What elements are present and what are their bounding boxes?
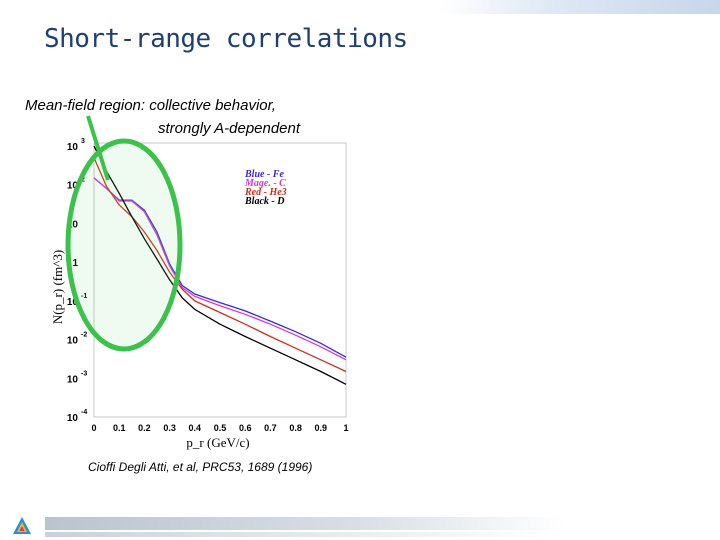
plot-frame	[93, 142, 347, 418]
y-tick-label: 10	[67, 413, 79, 424]
citation: Cioffi Degli Atti, et al, PRC53, 1689 (1…	[88, 460, 313, 474]
footer-decoration-bar	[45, 517, 565, 530]
x-tick-label: 0.5	[214, 423, 227, 433]
x-tick-label: 0	[91, 423, 96, 433]
x-axis-label: p_r (GeV/c)	[186, 435, 249, 450]
x-tick-label: 0.8	[289, 423, 302, 433]
y-axis-label: N(p_r) (fm^3)	[50, 250, 65, 324]
x-tick-label: 0.3	[163, 423, 176, 433]
footer-decoration-bar-thin	[45, 532, 565, 537]
x-tick-label: 0.7	[264, 423, 277, 433]
y-tick-label: 10	[67, 374, 79, 385]
y-tick-exponent: -2	[81, 332, 87, 339]
y-tick-exponent: 3	[81, 138, 85, 145]
x-tick-label: 0.4	[189, 423, 202, 433]
series-line-he3	[93, 157, 347, 373]
y-tick-label: 10	[67, 297, 79, 308]
legend-entry: Red - He3	[244, 187, 287, 198]
y-tick-label: 10	[67, 181, 79, 192]
y-tick-label: 10	[67, 336, 79, 347]
x-tick-label: 0.1	[113, 423, 126, 433]
legend-entry: Black - D	[244, 196, 284, 207]
y-tick-exponent: -1	[81, 293, 87, 300]
y-tick-label: 10	[67, 142, 79, 153]
logo-icon	[13, 517, 31, 534]
legend-entry: Mage. - C	[244, 178, 286, 189]
annotation-line-1: Mean-field region: collective behavior,	[25, 97, 276, 114]
x-tick-label: 0.9	[315, 423, 328, 433]
x-tick-label: 0.6	[239, 423, 252, 433]
series-line-d	[93, 145, 347, 385]
y-tick-exponent: -4	[81, 409, 87, 416]
mean-field-highlight-ellipse	[65, 138, 183, 352]
x-tick-label: 1	[343, 423, 348, 433]
annotation-line-2: strongly A-dependent	[158, 120, 301, 137]
x-tick-label: 0.2	[138, 423, 151, 433]
y-tick-exponent: 2	[81, 177, 85, 184]
slide-title: Short-range correlations	[44, 24, 408, 54]
top-decoration-bar	[440, 0, 720, 14]
legend-entry: Blue - Fe	[244, 169, 284, 180]
y-tick-exponent: -3	[81, 370, 87, 377]
annotation-pointer-line	[86, 115, 110, 181]
y-tick-label: 10	[67, 219, 79, 230]
y-tick-label: 1	[72, 258, 78, 269]
